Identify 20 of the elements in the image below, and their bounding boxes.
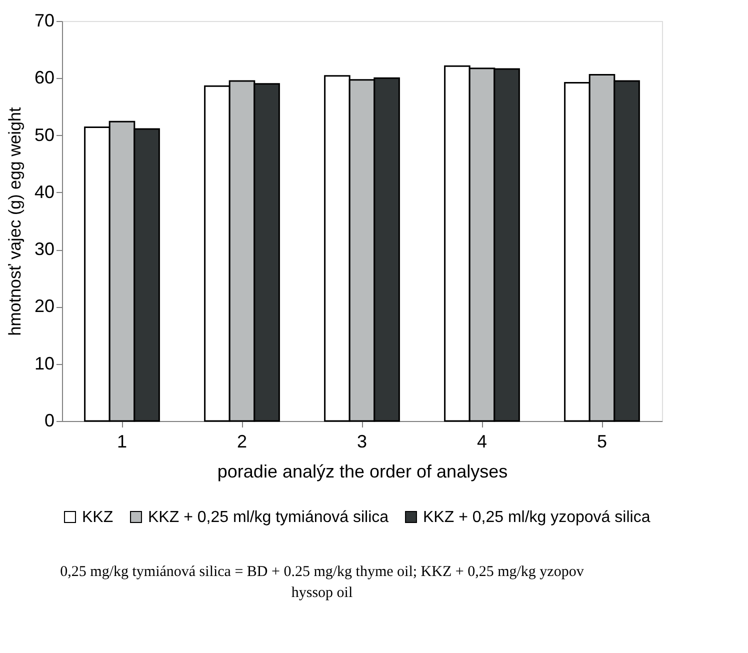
x-tick-label: 4 <box>476 432 488 452</box>
y-tick-label: 50 <box>34 124 54 145</box>
y-axis-title: hmotnosť vajec (g) egg weight <box>5 107 24 336</box>
y-tick-label: 10 <box>34 353 54 374</box>
legend-label: KKZ + 0,25 ml/kg yzopová silica <box>423 509 650 526</box>
legend-label: KKZ <box>82 509 114 526</box>
x-tick-label: 2 <box>236 432 248 452</box>
y-tick-label: 70 <box>34 10 54 30</box>
y-tick-label: 40 <box>34 182 54 202</box>
text: hyssop oil <box>291 585 353 601</box>
x-axis-title: poradie analýz the order of analyses <box>217 462 508 482</box>
x-tick-label: 3 <box>356 432 368 452</box>
x-tick-label: 5 <box>596 432 608 452</box>
legend-label: KKZ + 0,25 ml/kg tymiánová silica <box>148 509 389 526</box>
x-tick-label: 1 <box>116 432 128 452</box>
text: 0,25 mg/kg tymiánová silica = BD + 0.25 mg/kg thyme oil; KKZ + 0,25 mg/kg yzopov <box>60 564 584 580</box>
y-tick-label: 30 <box>34 239 54 260</box>
y-tick-label: 60 <box>34 68 54 88</box>
y-tick-label: 0 <box>44 410 54 430</box>
y-tick-label: 20 <box>34 296 54 316</box>
